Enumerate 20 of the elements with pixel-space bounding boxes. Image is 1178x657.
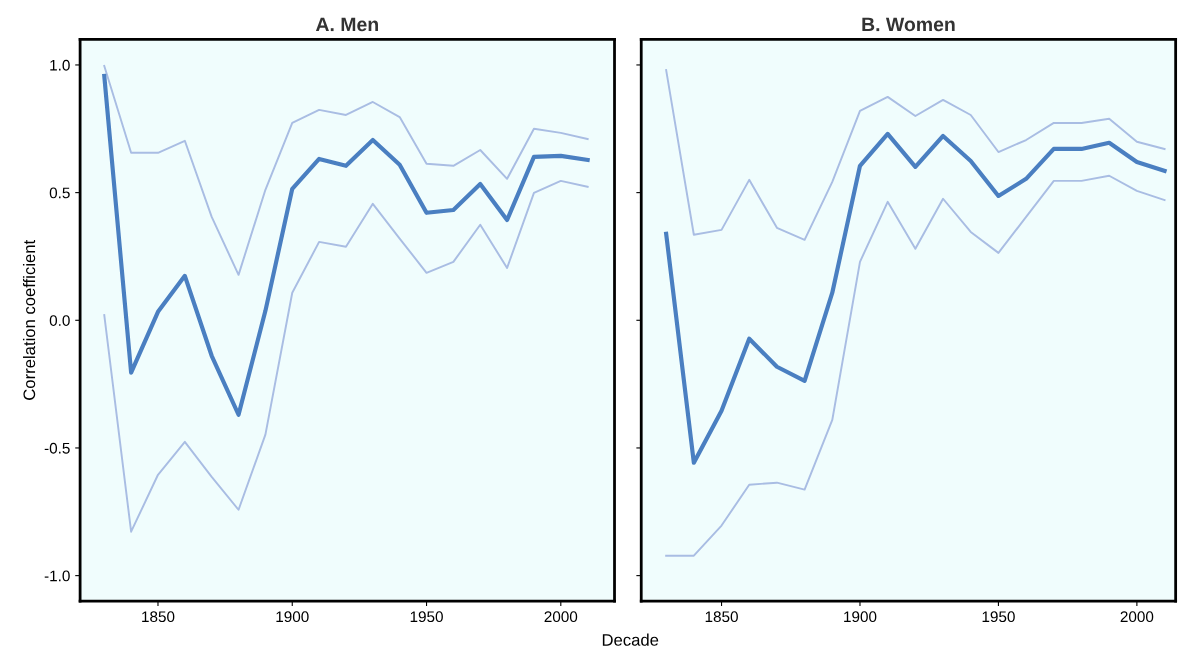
y-tick-label: 0.5 (49, 187, 70, 199)
y-tick-label: -1.0 (44, 570, 70, 582)
line-series (102, 73, 590, 417)
y-tick-label: 1.0 (50, 59, 70, 71)
line-series (103, 179, 589, 533)
x-tick-label: 1900 (276, 611, 309, 623)
x-tick-label: 1900 (844, 611, 877, 623)
x-axis-title: Decade (602, 633, 659, 646)
x-tick-label: 1850 (142, 611, 175, 623)
chart-title: B. Women (862, 17, 955, 32)
x-tick-label: 1950 (410, 611, 443, 623)
x-tick-label: 1850 (705, 611, 738, 623)
y-axis-title: Correlation coefficient (22, 239, 36, 400)
x-tick-label: 1950 (982, 611, 1015, 623)
y-tick-label: 0.0 (49, 315, 70, 326)
chart-title: A. Men (315, 17, 378, 32)
x-tick-label: 2000 (544, 611, 578, 623)
x-tick-label: 2000 (1120, 611, 1154, 623)
line-series (103, 65, 589, 276)
y-tick-label: -0.5 (44, 442, 70, 454)
